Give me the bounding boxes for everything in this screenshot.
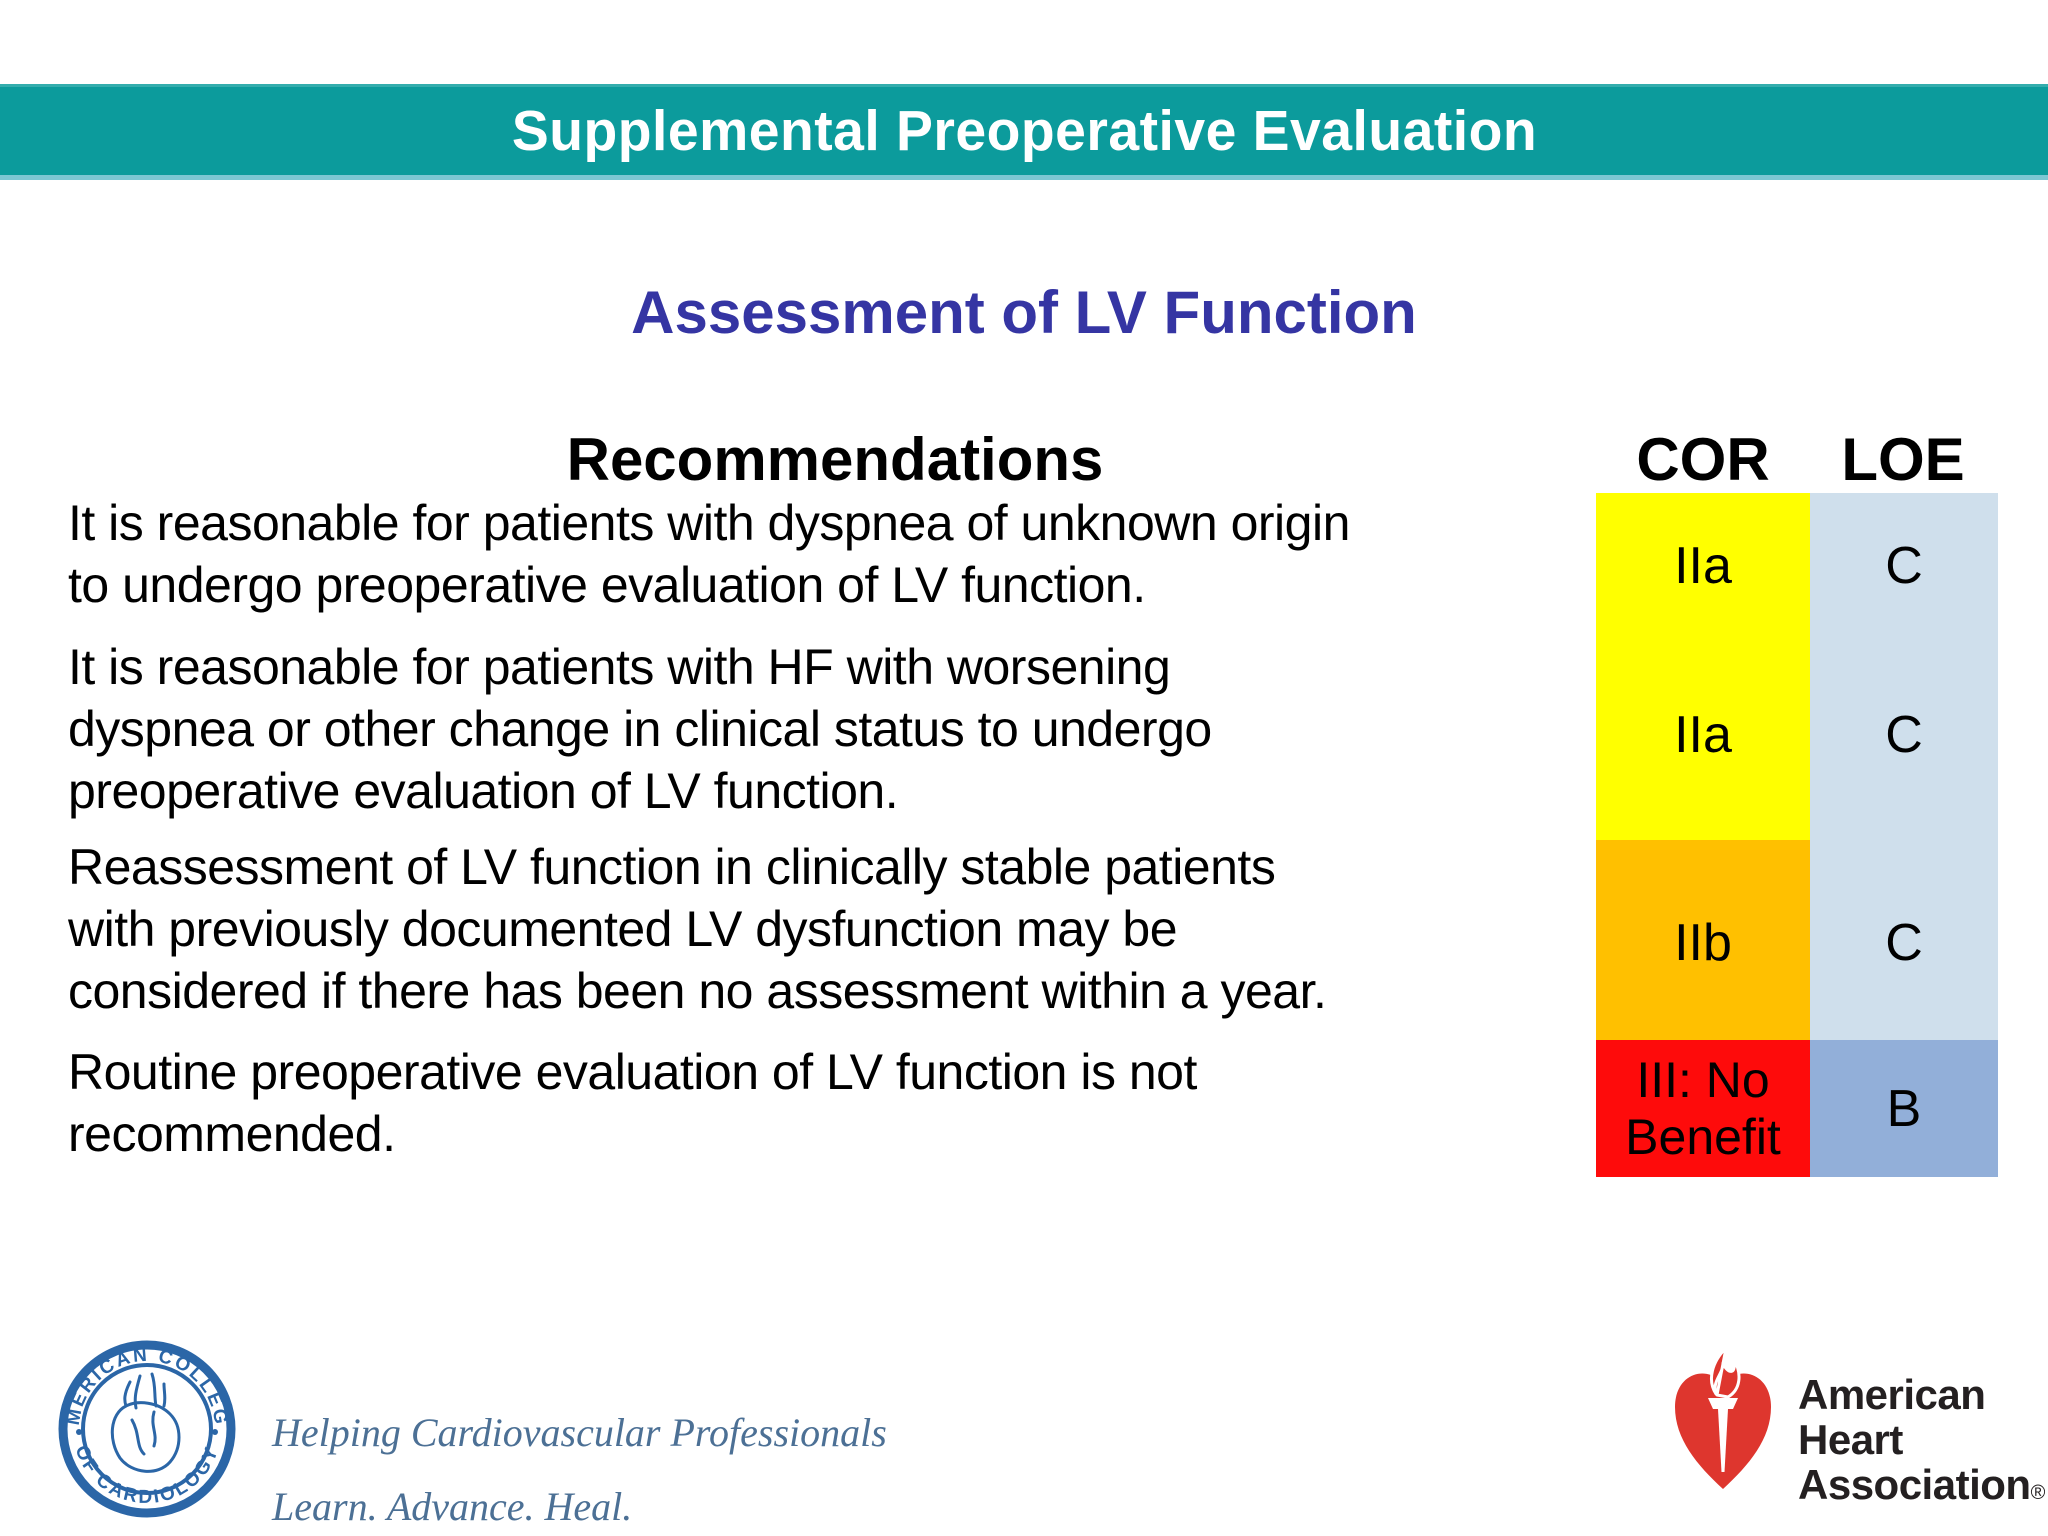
loe-cell-C-block: [1810, 493, 1998, 1040]
aha-heart-icon: [1675, 1346, 1771, 1489]
loe-value-row-3: C: [1885, 914, 1923, 972]
registered-trademark-symbol: ®: [2030, 1482, 2046, 1504]
loe-cell-B-block: [1810, 1040, 1998, 1177]
cor-column-header: COR: [1636, 426, 1770, 493]
recommendation-row-4-text: Routine preoperative evaluation of LV fu…: [68, 1044, 1197, 1162]
aha-wordmark-line-3: Association®: [1798, 1462, 2045, 1516]
cor-value-row-1: IIa: [1674, 537, 1732, 595]
aha-association-text: Association: [1798, 1461, 2031, 1508]
slide-heading: Assessment of LV Function: [631, 279, 1417, 346]
banner: Supplemental Preoperative Evaluation: [0, 84, 2048, 180]
cor-cell-IIb-block: [1596, 840, 1810, 1040]
cor-value-row-2: IIa: [1674, 706, 1732, 764]
recommendation-row-1-text: It is reasonable for patients with dyspn…: [68, 495, 1350, 613]
banner-title: Supplemental Preoperative Evaluation: [511, 99, 1537, 163]
recommendation-row-3-text: Reassessment of LV function in clinicall…: [68, 839, 1327, 1019]
acc-logo-icon: AMERICAN COLLEGE OF CARDIOLOGY: [58, 1340, 236, 1518]
loe-column-header: LOE: [1841, 426, 1965, 493]
recommendations-column-header: Recommendations: [566, 426, 1104, 493]
aha-wordmark: American Heart Association®: [1798, 1372, 2045, 1516]
cor-cell-III-no-benefit-block: III: No Benefit: [1596, 1040, 1810, 1177]
loe-value-row-1: C: [1885, 537, 1923, 595]
acc-tagline: Helping Cardiovascular Professionals Lea…: [272, 1410, 887, 1529]
recommendation-row-2-text: It is reasonable for patients with HF wi…: [68, 639, 1212, 819]
loe-value-row-2: C: [1885, 706, 1923, 764]
aha-wordmark-line-2: Heart: [1798, 1416, 1903, 1463]
acc-heart-illustration: [110, 1372, 181, 1473]
loe-value-row-4: B: [1886, 1080, 1922, 1138]
cor-value-row-4: III: No Benefit: [1625, 1051, 1781, 1165]
cor-value-row-3: IIb: [1674, 914, 1732, 972]
aha-wordmark-line-1: American: [1798, 1371, 1986, 1418]
cor-cell-IIa-block: [1596, 493, 1810, 840]
